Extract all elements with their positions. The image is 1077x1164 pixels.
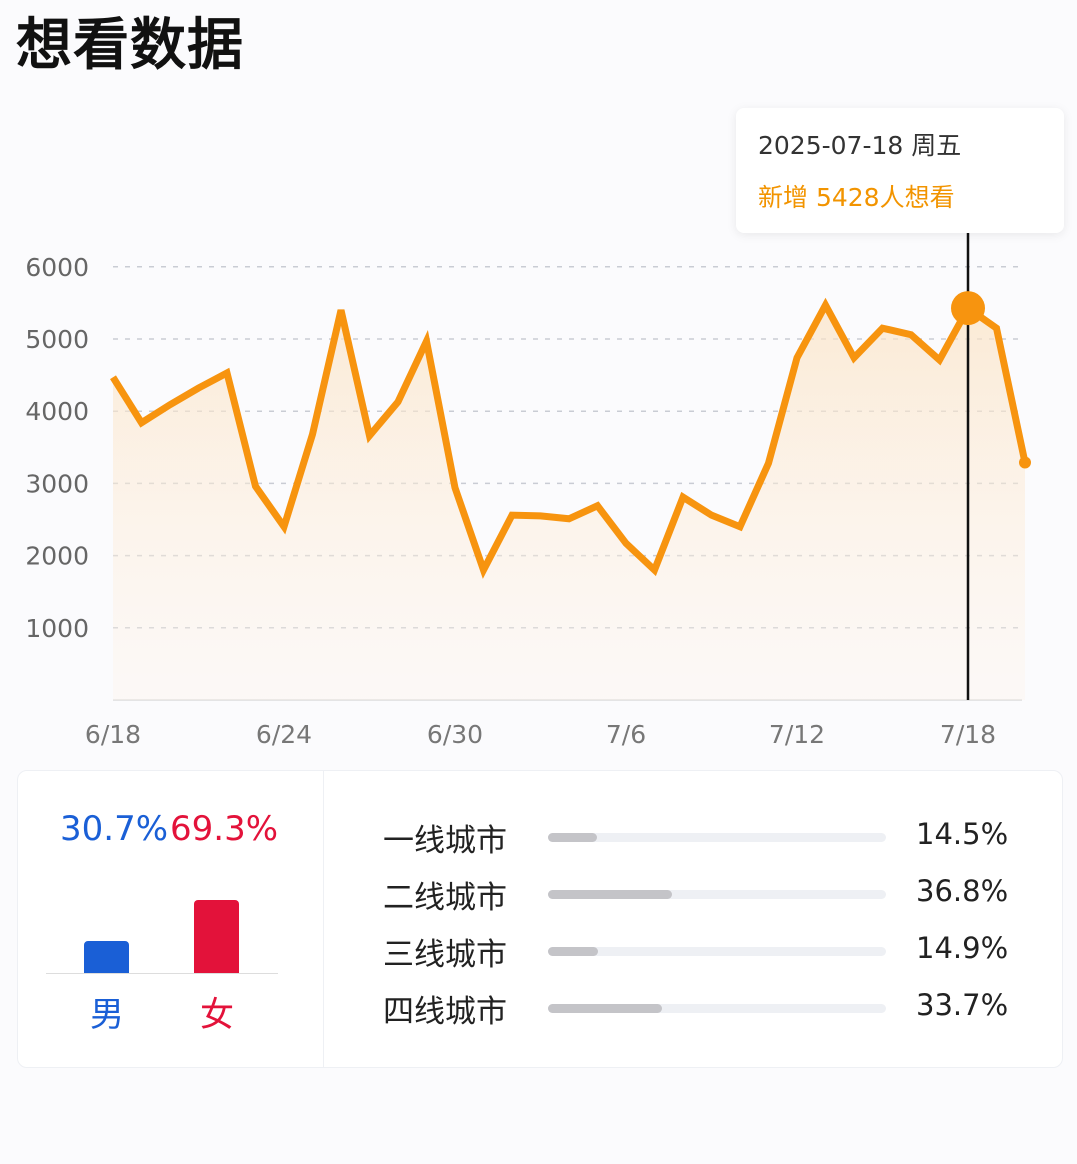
gender-baseline — [46, 973, 278, 974]
y-tick-label: 6000 — [25, 253, 89, 282]
male-percent: 30.7% — [60, 809, 169, 849]
x-tick-label: 7/6 — [606, 720, 646, 749]
city-tier-label: 二线城市 — [383, 880, 507, 916]
male-bar — [84, 940, 129, 973]
highlight-point — [951, 291, 985, 326]
end-point — [1019, 456, 1031, 469]
female-percent: 69.3% — [170, 809, 279, 849]
city-tier-label: 三线城市 — [383, 937, 507, 973]
audience-panel: 30.7% 69.3% 男 女 一线城市 14.5% 二线城市 36.8% 三线城市… — [17, 770, 1063, 1068]
city-tier-bar-fill — [548, 1004, 662, 1013]
y-tick-label: 5000 — [25, 325, 89, 354]
x-tick-label: 6/30 — [427, 720, 483, 749]
city-tier-percent: 33.7% — [916, 988, 1009, 1022]
y-tick-label: 3000 — [25, 469, 89, 498]
x-tick-label: 7/18 — [940, 720, 996, 749]
tooltip-value: 新增 5428人想看 — [758, 183, 955, 212]
city-tier-bar-fill — [548, 833, 597, 842]
page-title: 想看数据 — [16, 13, 244, 78]
city-tier-bar — [548, 833, 886, 842]
x-tick-label: 6/18 — [85, 720, 141, 749]
city-tier-bar-fill — [548, 890, 673, 899]
y-tick-label: 4000 — [25, 397, 89, 426]
x-tick-label: 6/24 — [256, 720, 312, 749]
city-tier-percent: 14.5% — [916, 817, 1009, 851]
female-label: 女 — [200, 995, 234, 1035]
trend-chart: 1000 2000 3000 4000 5000 6000 6/18 6/24 6/30 7/6 7… — [25, 233, 1031, 749]
y-tick-label: 1000 — [25, 614, 89, 643]
divider — [323, 771, 324, 1067]
city-tier-bar-fill — [548, 947, 599, 956]
area-fill — [113, 305, 1025, 700]
tooltip: 2025-07-18 周五 新增 5428人想看 — [736, 108, 1064, 233]
city-tier-bar — [548, 890, 886, 899]
city-tier-label: 四线城市 — [383, 994, 507, 1030]
city-tier-bar — [548, 947, 886, 956]
city-tier-percent: 36.8% — [916, 874, 1009, 908]
city-tier-label: 一线城市 — [383, 823, 507, 859]
female-bar — [194, 900, 239, 973]
y-tick-label: 2000 — [25, 542, 89, 571]
x-tick-label: 7/12 — [769, 720, 825, 749]
male-label: 男 — [90, 995, 124, 1035]
tooltip-date: 2025-07-18 周五 — [758, 131, 962, 160]
city-tier-bar — [548, 1004, 886, 1013]
city-tier-percent: 14.9% — [916, 931, 1009, 965]
